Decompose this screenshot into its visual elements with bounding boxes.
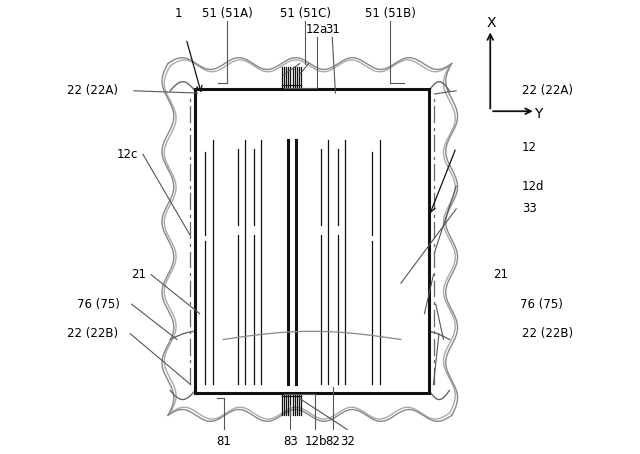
Text: 51 (51C): 51 (51C) — [280, 7, 331, 20]
Text: Y: Y — [534, 108, 542, 121]
Text: 22 (22A): 22 (22A) — [522, 84, 573, 97]
Text: 81: 81 — [216, 435, 231, 448]
Text: 32: 32 — [340, 435, 355, 448]
Text: 76 (75): 76 (75) — [77, 298, 120, 311]
Text: 22 (22B): 22 (22B) — [522, 327, 573, 340]
Bar — [195, 89, 429, 393]
Text: 12c: 12c — [117, 148, 138, 161]
Text: 12: 12 — [522, 141, 537, 154]
Text: 76 (75): 76 (75) — [520, 298, 563, 311]
Text: 51 (51A): 51 (51A) — [202, 7, 252, 20]
Text: 83: 83 — [283, 435, 298, 448]
Text: 1: 1 — [175, 7, 182, 20]
Text: 22 (22A): 22 (22A) — [67, 84, 118, 97]
Text: X: X — [487, 16, 497, 30]
Text: 21: 21 — [132, 268, 147, 281]
Text: 82: 82 — [325, 435, 340, 448]
Text: 12d: 12d — [522, 180, 545, 192]
Text: 21: 21 — [493, 268, 508, 281]
Text: 12a: 12a — [306, 23, 328, 36]
Text: 51 (51B): 51 (51B) — [365, 7, 416, 20]
Text: 33: 33 — [522, 202, 537, 215]
Text: 12b: 12b — [304, 435, 326, 448]
Text: 31: 31 — [325, 23, 340, 36]
Text: 22 (22B): 22 (22B) — [67, 327, 118, 340]
